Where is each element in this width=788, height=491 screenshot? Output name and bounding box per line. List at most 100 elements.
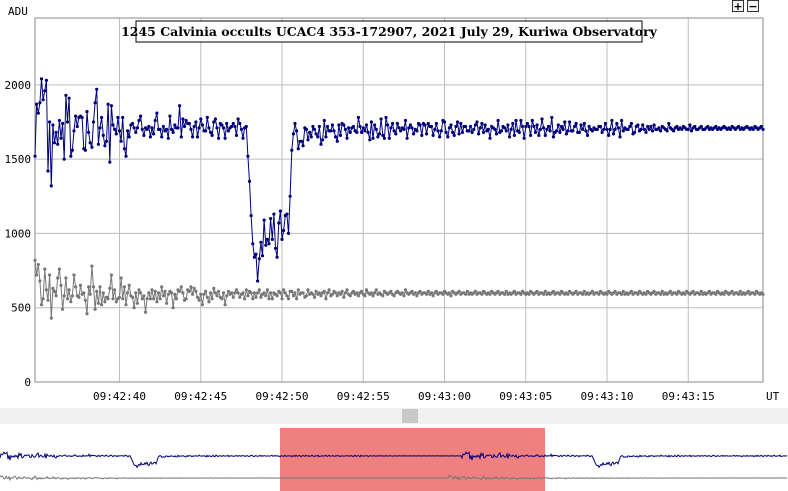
data-point [139,291,143,295]
data-point [342,295,346,299]
data-point [347,126,351,130]
data-point [519,118,523,123]
data-point [590,289,595,293]
data-point [441,292,445,296]
data-point [264,294,268,298]
data-point [480,121,484,126]
data-point [189,285,193,289]
data-point [455,120,460,124]
data-point [340,289,344,293]
data-point [603,121,608,126]
data-point [135,126,139,130]
data-point [397,126,401,130]
data-point [426,289,430,293]
data-point [43,89,47,93]
data-point [199,117,203,121]
data-point [93,307,97,311]
horizontal-scrollbar[interactable] [0,408,788,424]
data-point [269,217,273,221]
data-point [262,218,266,222]
data-point [595,127,599,131]
x-tick-label: 09:42:45 [174,390,227,403]
data-point [507,135,512,139]
data-point [475,120,479,124]
data-point [660,289,664,293]
data-point [400,291,404,295]
data-point [67,288,71,292]
data-point [672,129,676,133]
data-point [538,127,543,131]
data-point [306,288,310,292]
data-point [636,292,640,296]
series-line [34,260,764,319]
data-point [559,124,564,129]
data-point [579,123,583,127]
data-point [571,129,575,133]
data-point [181,291,185,295]
data-point [759,124,764,129]
data-point [282,228,286,233]
data-point [403,288,408,292]
data-point [269,291,273,295]
data-point [680,127,684,131]
data-point [197,298,201,302]
data-point [644,292,648,296]
scrollbar-thumb[interactable] [402,409,418,423]
data-point [75,124,79,129]
data-point [152,297,156,301]
data-point [43,267,47,271]
data-point [395,121,399,126]
data-point [101,133,105,137]
data-point [535,123,539,127]
data-point [488,136,492,140]
data-point [51,286,55,290]
data-point [169,127,174,131]
data-point [675,292,679,296]
zoom-controls: + − [732,0,759,12]
data-point [113,127,117,131]
data-point [291,132,295,136]
data-point [633,130,637,134]
overview-navigator[interactable] [0,428,788,491]
y-axis: 0 500 1000 1500 2000 [5,79,32,389]
data-point [153,289,157,293]
data-point [330,292,334,296]
data-point [46,298,50,302]
data-point [587,124,591,129]
data-point [278,291,282,295]
data-point [618,135,622,139]
data-point [260,254,265,258]
data-point [410,126,414,130]
data-point [223,303,227,307]
data-point [403,118,408,123]
x-tick-label: 09:43:10 [581,390,634,403]
data-point [36,111,40,115]
data-point [530,118,534,123]
zoom-out-button[interactable]: − [747,0,759,13]
x-axis: 09:42:40 09:42:45 09:42:50 09:42:55 09:43:00… [93,390,715,403]
data-point [364,123,369,127]
zoom-in-button[interactable]: + [732,0,744,13]
data-point [163,289,167,293]
data-point [442,120,447,124]
data-point [360,289,364,293]
data-point [59,283,63,287]
data-point [542,292,546,296]
data-point [124,303,128,307]
data-point [649,124,653,129]
navigator-selection-window[interactable] [280,428,545,491]
data-point [548,129,552,133]
data-point [145,297,149,301]
data-point [494,132,499,136]
x-tick-label: 09:43:05 [499,390,552,403]
data-point [83,148,87,152]
data-point [451,130,455,134]
data-point [200,303,204,307]
data-point [434,121,438,126]
data-point [426,121,430,126]
data-point [161,294,165,298]
data-point [316,135,320,139]
y-tick-label: 0 [24,376,31,389]
data-point [355,291,359,295]
data-point [431,133,435,137]
